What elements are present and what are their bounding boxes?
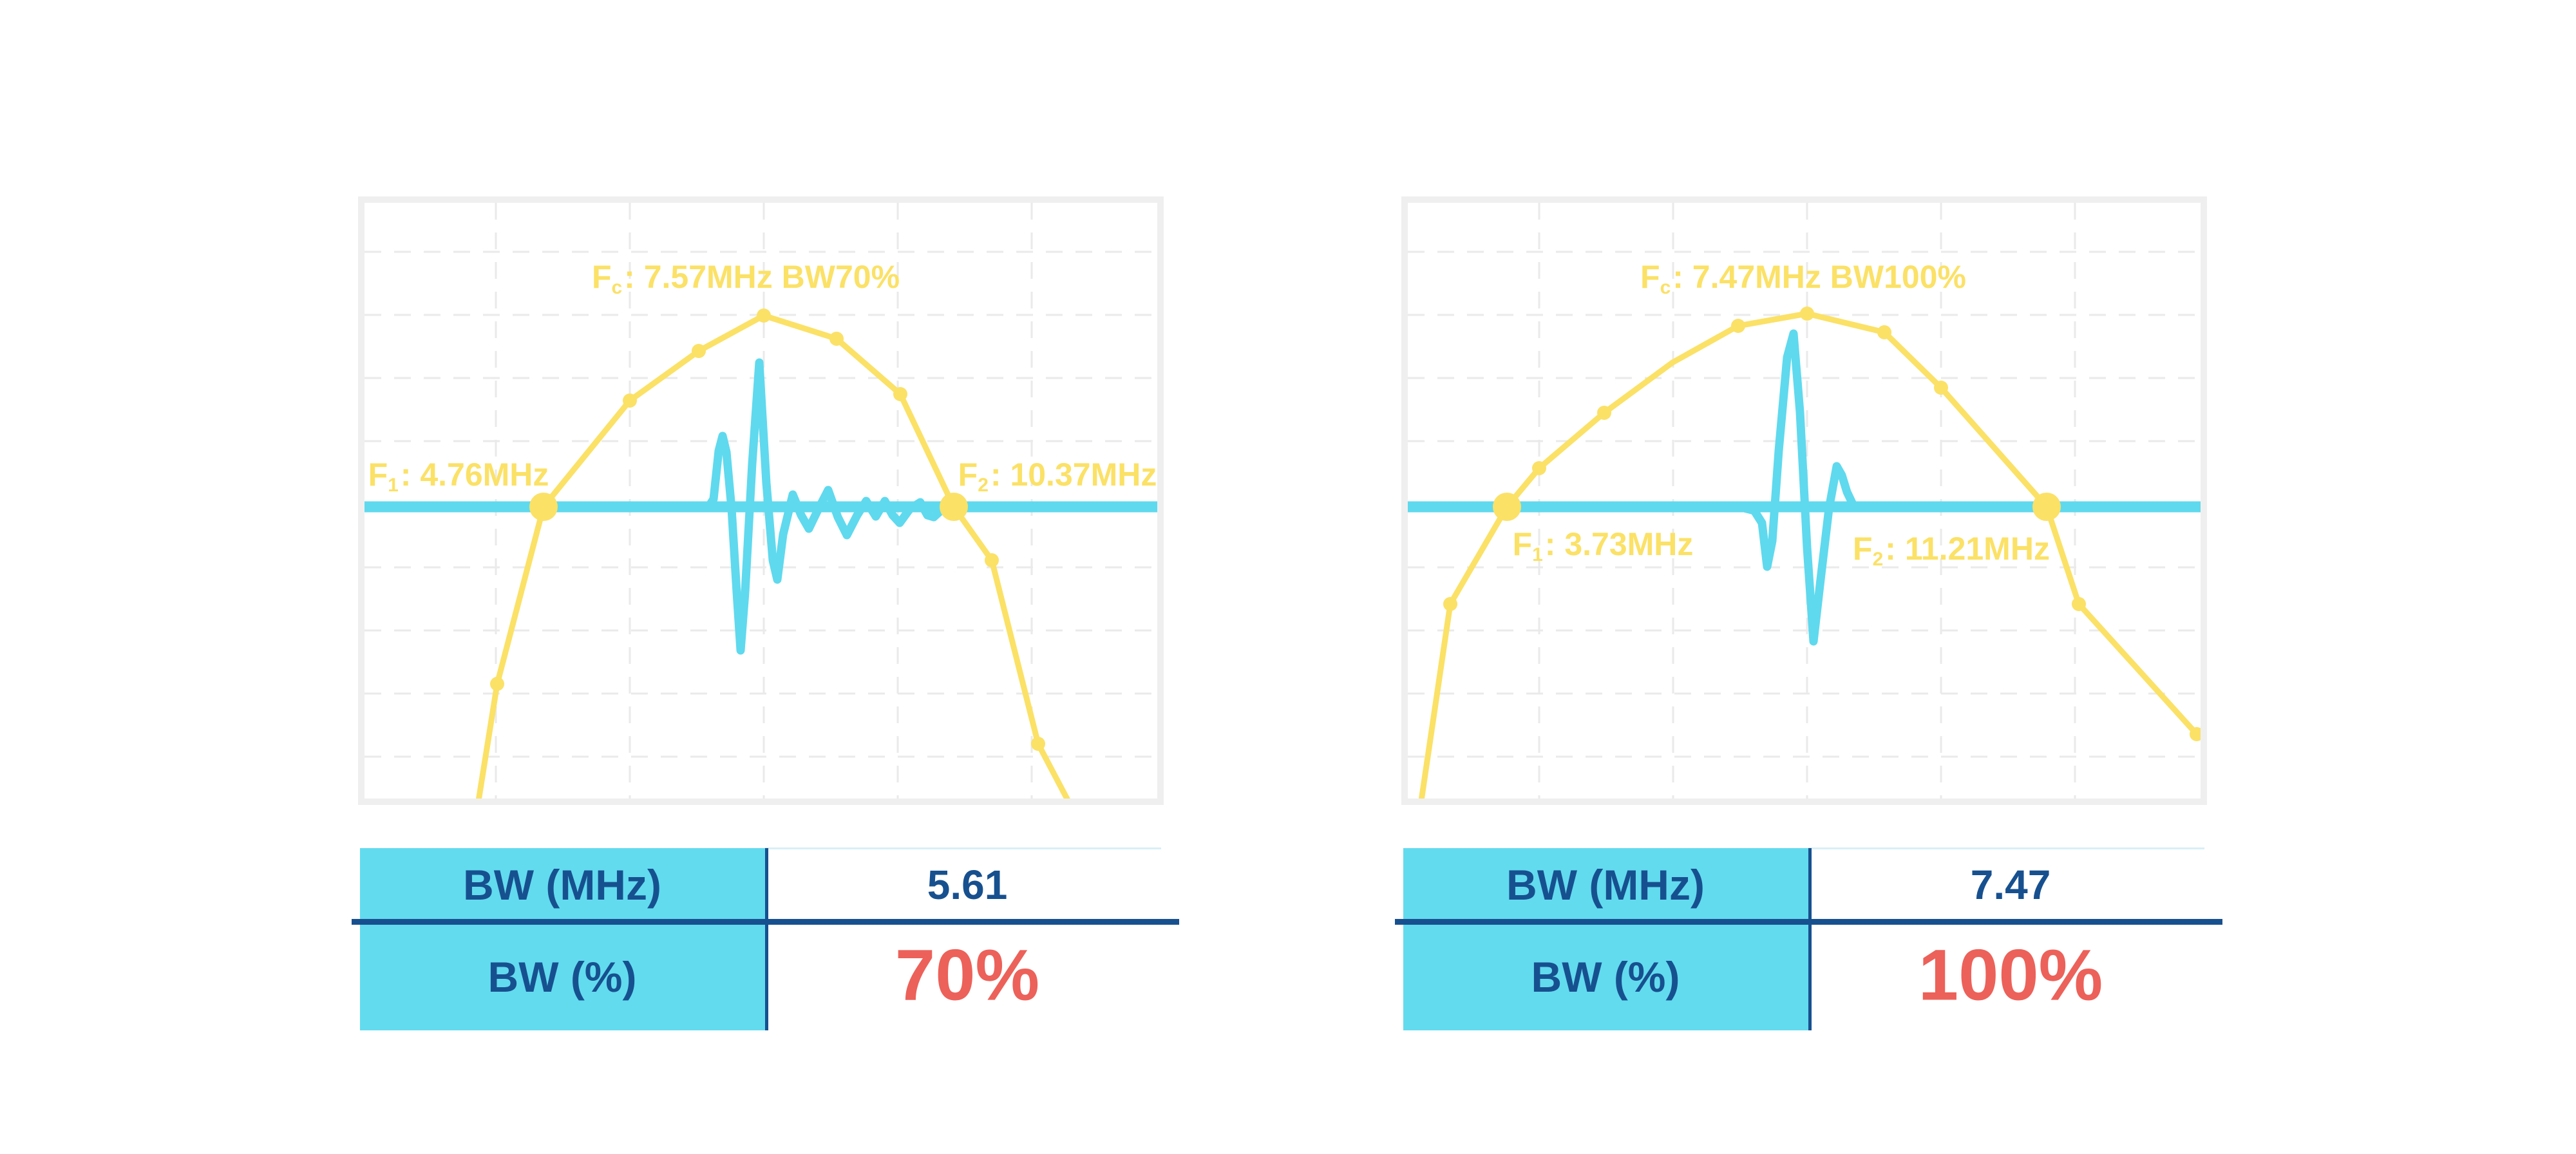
f1-symbol: F [1512, 526, 1533, 562]
f2-annotation: F2: 11.21MHz [1853, 530, 2050, 570]
spectrum-marker [1877, 325, 1891, 339]
f2-annotation: F2: 10.37MHz [958, 456, 1157, 496]
fc-value-text: : 7.57MHz BW70% [624, 259, 900, 295]
f1-value-text: : 4.76MHz [400, 457, 549, 493]
f2-value-text: : 11.21MHz [1885, 531, 2050, 567]
f1-value-text: : 3.73MHz [1544, 526, 1694, 562]
spectrum-marker [1443, 597, 1457, 611]
spectrum-marker [1597, 406, 1611, 420]
bw-mhz-value: 5.61 [927, 862, 1008, 908]
spectrum-marker [692, 344, 706, 358]
fc-subscript: c [611, 277, 623, 298]
spectrum-marker [1031, 737, 1045, 751]
f2-symbol: F [1853, 531, 1873, 567]
spectrum-marker [1800, 307, 1814, 321]
spectrum-marker [757, 308, 771, 323]
bw-pct-label: BW (%) [1531, 953, 1680, 1001]
spectrum-pulse-chart-bw100 [1408, 203, 2201, 799]
bandwidth-crossing-marker [1493, 493, 1521, 521]
spectrum-pulse-chart-bw70 [365, 203, 1157, 799]
f1-subscript: 1 [388, 475, 399, 496]
spectrum-marker [893, 387, 907, 401]
chart-bw100-frame: Fc: 7.47MHz BW100% F1: 3.73MHz F2: 11.21… [1401, 196, 2207, 805]
f2-subscript: 2 [1872, 549, 1884, 570]
table-top-border [765, 847, 1161, 849]
spectrum-marker [490, 677, 504, 691]
f1-subscript: 1 [1532, 544, 1543, 565]
table-header-column-bw70 [360, 848, 765, 1030]
pulse-waveform [704, 358, 958, 655]
table-header-column-bw100 [1403, 848, 1808, 1030]
bandwidth-crossing-marker [529, 493, 558, 521]
f1-symbol: F [368, 457, 388, 493]
spectrum-marker [829, 332, 844, 346]
spectrum-marker [985, 553, 999, 567]
spectrum-marker [1934, 381, 1948, 395]
spectrum-marker [2190, 727, 2201, 741]
spectrum-marker [1532, 461, 1546, 475]
bw-mhz-label: BW (MHz) [463, 861, 661, 909]
table-column-divider [765, 848, 768, 1030]
spectrum-marker [623, 393, 637, 408]
fc-symbol: F [591, 259, 612, 295]
f1-annotation: F1: 4.76MHz [368, 456, 549, 496]
bandwidth-crossing-marker [940, 493, 968, 521]
fc-subscript: c [1660, 277, 1671, 298]
bandwidth-crossing-marker [2032, 493, 2061, 521]
fc-value-text: : 7.47MHz BW100% [1672, 259, 1966, 295]
fc-symbol: F [1640, 259, 1660, 295]
spectrum-marker [1731, 319, 1745, 333]
f2-subscript: 2 [978, 475, 989, 496]
fc-annotation: Fc: 7.57MHz BW70% [591, 258, 900, 298]
bw-pct-value: 100% [1918, 934, 2103, 1016]
table-column-divider [1808, 848, 1812, 1030]
f2-symbol: F [958, 457, 978, 493]
f1-annotation: F1: 3.73MHz [1512, 525, 1694, 565]
table-top-border [1808, 847, 2204, 849]
bw-pct-value: 70% [895, 934, 1040, 1016]
bw-mhz-value: 7.47 [1970, 862, 2051, 908]
f2-value-text: : 10.37MHz [990, 457, 1157, 493]
spectrum-curve [476, 312, 1070, 799]
chart-bw70-frame: Fc: 7.57MHz BW70% F1: 4.76MHz F2: 10.37M… [358, 196, 1164, 805]
fc-annotation: Fc: 7.47MHz BW100% [1640, 258, 1966, 298]
bw-pct-label: BW (%) [488, 953, 637, 1001]
pulse-waveform [1734, 329, 1866, 646]
spectrum-marker [2072, 597, 2086, 611]
bw-mhz-label: BW (MHz) [1506, 861, 1705, 909]
